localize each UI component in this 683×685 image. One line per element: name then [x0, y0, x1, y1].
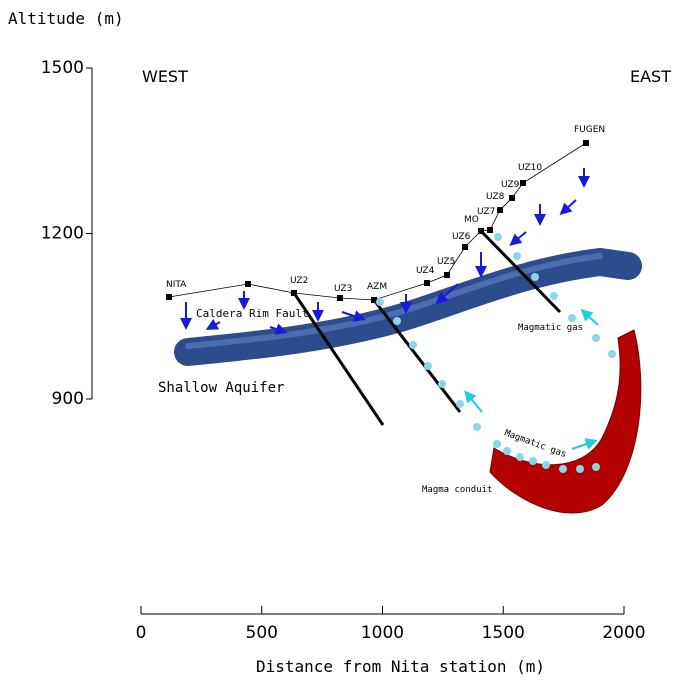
station-label: UZ2 [290, 276, 308, 286]
y-tick-label: 1200 [41, 224, 84, 244]
y-tick-label: 1500 [41, 58, 84, 78]
station-label: FUGEN [574, 125, 605, 135]
station-marker [583, 140, 589, 146]
station-label: UZ9 [501, 180, 520, 190]
station-label: UZ6 [452, 232, 471, 242]
gas-label-lower: Magmatic gas [503, 428, 568, 460]
station-marker [337, 295, 343, 301]
station-marker [166, 294, 172, 300]
water-arrows [180, 168, 590, 335]
station-marker [478, 228, 484, 234]
station-label: MO [464, 215, 479, 225]
x-tick-label: 0 [136, 623, 147, 643]
x-tick-label: 1500 [482, 623, 525, 643]
station-marker [371, 297, 377, 303]
east-label: EAST [630, 67, 671, 86]
conduit-label: Magma conduit [422, 485, 492, 495]
station-label: UZ7 [477, 207, 495, 217]
aquifer-label: Shallow Aquifer [158, 380, 284, 396]
station-marker [487, 227, 493, 233]
station-marker [497, 207, 503, 213]
x-tick-label: 1000 [361, 623, 404, 643]
station-marker [520, 180, 526, 186]
station-marker [462, 244, 468, 250]
station-marker [509, 195, 515, 201]
station-marker [424, 280, 430, 286]
x-axis-label: Distance from Nita station (m) [256, 657, 545, 676]
station-label: NITA [166, 280, 187, 290]
fault-label: Caldera Rim Fault [196, 307, 309, 320]
faults [292, 229, 562, 426]
station-marker [291, 290, 297, 296]
station-label: UZ5 [437, 257, 455, 267]
ticks: 1500 1200 900 0 500 1000 1500 2000 [41, 58, 646, 643]
y-axis-label: Altitude (m) [8, 9, 124, 28]
gas-dots [376, 233, 616, 473]
y-tick-label: 900 [52, 389, 84, 409]
gas-arrows [464, 308, 599, 450]
x-tick-label: 500 [246, 623, 278, 643]
station-label: UZ4 [416, 266, 435, 276]
station-label: UZ3 [334, 284, 352, 294]
station-label: AZM [367, 282, 387, 292]
station-marker [444, 272, 450, 278]
gas-label-upper: Magmatic gas [518, 323, 583, 333]
station-label: UZ10 [518, 163, 542, 173]
station-marker [245, 281, 251, 287]
west-label: WEST [142, 67, 188, 86]
aquifer [174, 247, 642, 366]
magma-conduit [489, 329, 642, 514]
x-tick-label: 2000 [602, 623, 645, 643]
station-label: UZ8 [486, 192, 505, 202]
